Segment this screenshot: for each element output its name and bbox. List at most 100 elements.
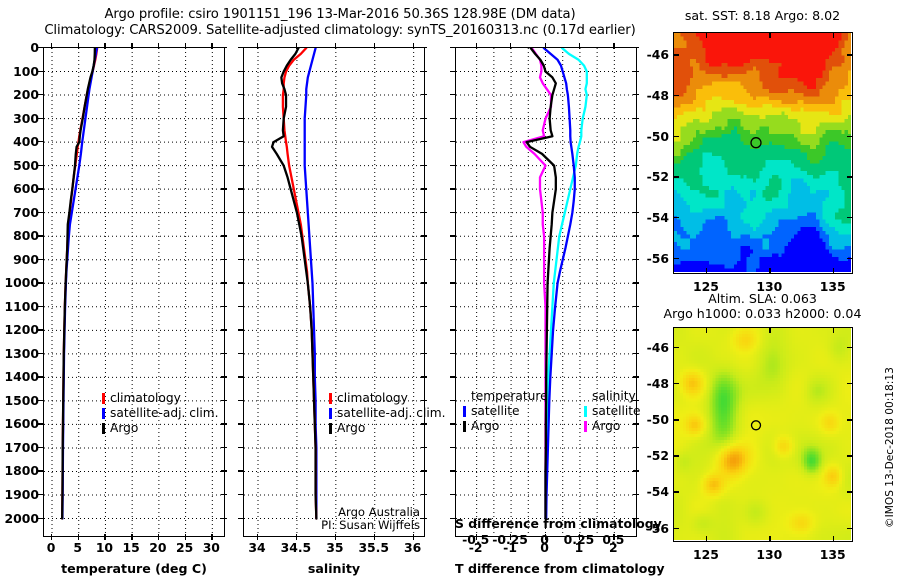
y-tick [421,141,427,143]
difference-salinity-legend-item: Argo [583,419,641,434]
legend-label: satellite [471,404,520,418]
imos-credit: ©IMOS 13-Dec-2018 00:18:13 [884,367,896,528]
y-tick [450,376,456,378]
y-tick [450,517,456,519]
x-tick [295,43,298,49]
y-tick [633,117,639,119]
map-y-tick [847,383,853,385]
x-tick [104,534,106,540]
depth-tick-label: 1700 [4,439,40,455]
x-tick [544,43,546,49]
map-y-tick-label: -50 [646,128,669,144]
depth-tick-label: 400 [13,134,39,150]
annotation-line2: PI: Susan Wijffels [321,518,420,532]
y-tick [421,164,427,167]
map-x-tick [705,268,708,274]
map-y-tick [847,176,853,178]
s-diff-tick-label: -0.5 [462,532,490,547]
depth-tick-label: 200 [13,87,39,103]
map-y-tick [847,54,853,56]
x-tick [334,43,337,49]
map-x-tick [705,536,708,542]
map-y-tick [847,455,853,457]
y-tick [450,446,456,449]
x-tick [295,534,298,540]
depth-tick-label: 2000 [4,510,40,526]
map-x-tick-label: 130 [756,547,783,562]
y-tick [221,141,227,143]
y-tick [221,399,227,402]
y-tick [38,47,44,49]
legend-label: climatology [110,391,181,405]
x-tick [157,43,160,49]
depth-tick-label: 1100 [4,298,40,314]
y-tick [421,188,427,190]
map-y-tick-label: -48 [646,88,669,104]
depth-tick-label: 1000 [4,275,40,291]
y-tick [221,352,227,355]
y-tick [238,470,244,472]
temperature-legend-item: satellite-adj. clim. [101,406,219,421]
map-x-tick [832,268,835,274]
x-tick [373,534,376,540]
map-x-tick-label: 130 [756,279,783,294]
y-tick [38,352,44,355]
salinity-axis-label: salinity [307,561,361,576]
map-y-tick [673,346,679,349]
map-y-tick [847,95,853,97]
depth-tick-label: 1800 [4,463,40,479]
x-tick [544,534,546,540]
x-tick [475,43,478,49]
y-tick [238,352,244,355]
y-tick [221,376,227,378]
y-tick [238,164,244,167]
y-tick [38,329,44,331]
x-tick-label: 36 [404,540,422,555]
x-tick-label: -2 [468,540,483,555]
sla-map-title-line1: Altim. SLA: 0.063 [708,291,817,306]
y-tick [221,329,227,331]
map-x-tick [832,536,835,542]
y-tick [221,517,227,519]
legend-label: satellite [592,404,641,418]
difference-temperature-legend-item: Argo [462,419,548,434]
y-tick [38,258,44,261]
sla-map-panel [673,327,853,542]
x-tick [578,534,581,540]
annotation-line1: Argo Australia [338,505,420,519]
s-diff-tick-label: -0.25 [492,532,528,547]
difference-plot-area [456,48,635,535]
y-tick [633,282,639,284]
y-tick [221,188,227,190]
y-tick [421,47,427,49]
legend-color-swatch [329,423,332,434]
y-tick [450,494,456,496]
legend-label: satellite-adj. clim. [337,406,446,420]
map-y-tick [673,95,679,97]
x-tick [412,534,415,540]
y-tick [238,70,244,72]
y-tick [238,188,244,190]
y-tick [450,305,456,308]
legend-color-swatch [102,393,105,404]
legend-color-swatch [584,421,587,432]
map-y-tick-label: -48 [646,376,669,391]
y-tick [421,470,427,472]
x-tick [51,43,53,49]
y-tick [221,305,227,308]
x-tick-label: 0 [46,540,56,555]
y-tick [450,352,456,355]
legend-color-swatch [463,406,466,417]
map-y-tick-label: -56 [646,250,669,266]
depth-tick-label: 500 [13,157,39,173]
map-y-tick [673,176,679,178]
x-tick [334,534,337,540]
map-x-tick-label: 125 [693,279,719,294]
map-y-tick [673,217,679,219]
y-tick [38,94,44,96]
sla-map-image [674,328,851,540]
y-tick [221,70,227,72]
y-tick [38,446,44,449]
y-tick [38,117,44,119]
y-tick [238,141,244,143]
